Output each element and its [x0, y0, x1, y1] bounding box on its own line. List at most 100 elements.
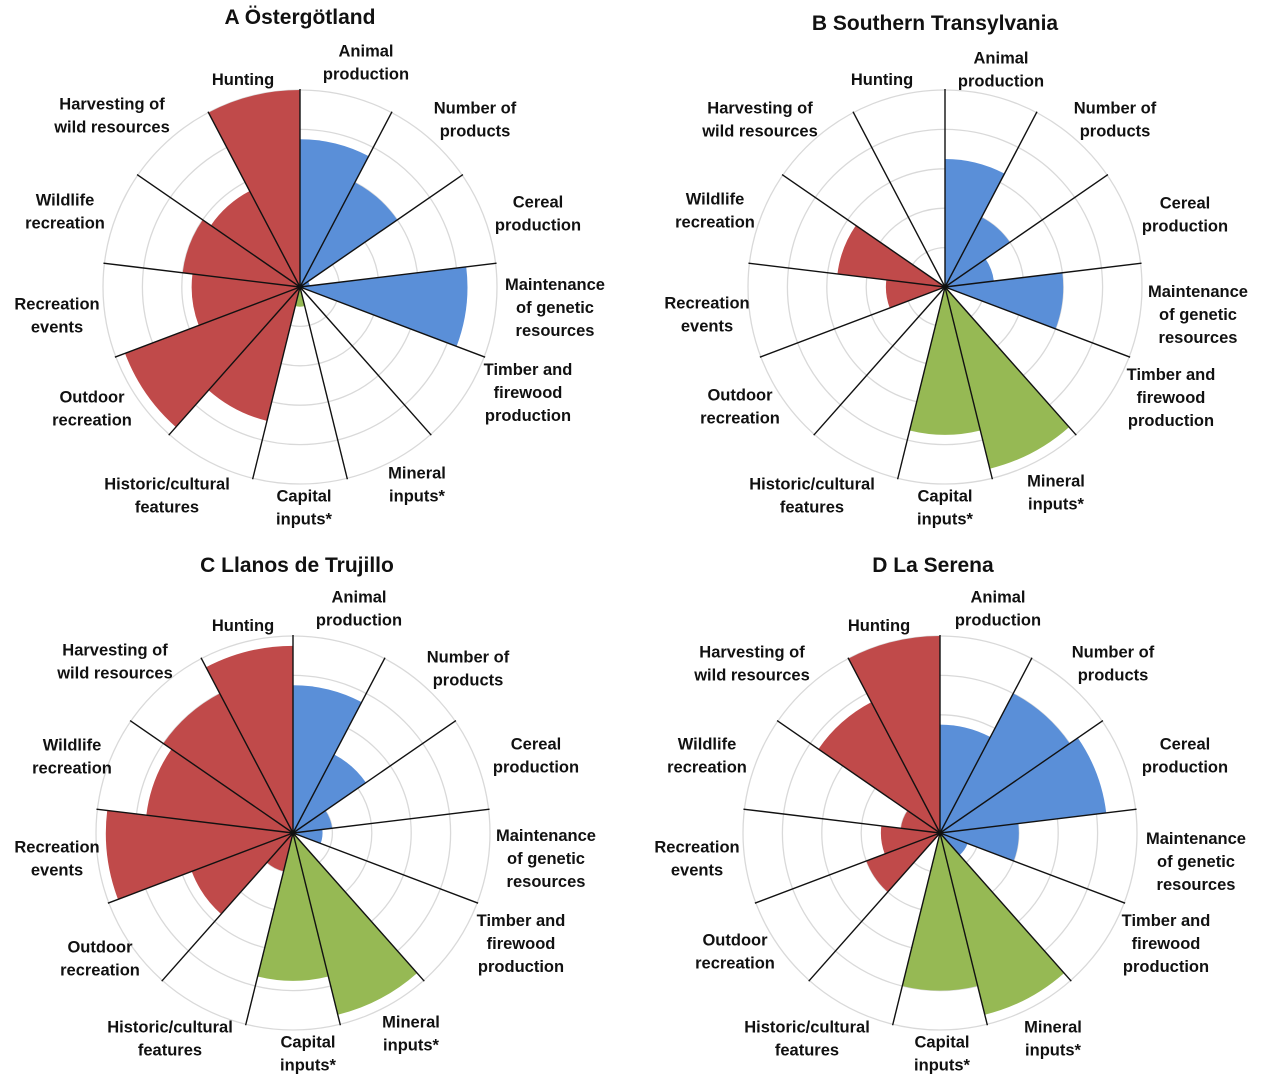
wedge-animal-production	[300, 139, 369, 287]
spoke	[808, 832, 941, 982]
category-label-outdoor-recreation: Outdoor recreation	[700, 387, 780, 428]
category-label-hunting: Hunting	[212, 617, 274, 635]
category-label-mineral-inputs: Mineral inputs*	[382, 1014, 440, 1055]
spoke	[200, 657, 294, 834]
category-label-outdoor-recreation: Outdoor recreation	[60, 939, 140, 980]
spoke	[299, 286, 349, 480]
spoke	[103, 262, 301, 288]
wedge-hunting	[208, 90, 300, 287]
category-label-animal-production: Animal production	[316, 589, 402, 630]
spoke	[759, 286, 946, 358]
spoke	[299, 173, 464, 288]
wedge-cereal-production	[293, 810, 333, 833]
category-label-timber-and-firewood-production: Timber and firewood production	[1122, 912, 1211, 976]
category-label-recreation-events: Recreation events	[664, 295, 749, 336]
category-label-capital-inputs: Capital inputs*	[276, 488, 332, 529]
spoke	[207, 111, 301, 288]
spoke	[299, 286, 432, 436]
polar-chart-c: C Llanos de Trujillo Animal production Numb…	[14, 554, 596, 1075]
spoke	[96, 808, 294, 834]
spoke	[852, 111, 946, 288]
wedge-capital-inputs	[909, 287, 981, 435]
spoke	[944, 286, 1131, 358]
wedge-recreation-events	[885, 279, 945, 308]
panel-title: B Southern Transylvania	[812, 12, 1059, 35]
category-label-recreation-events: Recreation events	[14, 839, 99, 880]
spoke	[944, 111, 1038, 288]
wedge-capital-inputs	[295, 287, 305, 307]
spoke	[292, 657, 386, 834]
wedge-number-of-products	[940, 693, 1070, 833]
category-label-mineral-inputs: Mineral inputs*	[1024, 1019, 1082, 1060]
wedge-capital-inputs	[902, 833, 978, 991]
wedge-maintenance-of-genetic-resources	[300, 266, 468, 347]
spoke	[292, 832, 425, 982]
category-label-animal-production: Animal production	[958, 50, 1044, 91]
category-label-historic-cultural-features: Historic/cultural features	[107, 1019, 233, 1060]
category-label-number-of-products: Number of products	[1072, 644, 1155, 685]
category-label-wildlife-recreation: Wildlife recreation	[32, 737, 112, 778]
spoke	[251, 286, 301, 480]
category-label-maintenance-of-genetic-resources: Maintenance of genetic resources	[1146, 830, 1246, 894]
category-label-outdoor-recreation: Outdoor recreation	[52, 389, 132, 430]
wedge-number-of-products	[945, 217, 1010, 287]
polar-chart-b: B Southern Transylvania Animal production N…	[664, 12, 1248, 529]
wedge-outdoor-recreation	[191, 833, 293, 915]
spoke	[891, 832, 941, 1026]
spoke	[813, 286, 946, 436]
wedge-animal-production	[940, 724, 991, 833]
category-label-hunting: Hunting	[851, 71, 913, 89]
category-label-maintenance-of-genetic-resources: Maintenance of genetic resources	[1148, 283, 1248, 347]
category-label-cereal-production: Cereal production	[1142, 195, 1228, 236]
category-label-harvesting-of-wild-resources: Harvesting of wild resources	[701, 100, 818, 141]
wedge-historic-cultural-features	[266, 833, 293, 872]
category-label-recreation-events: Recreation events	[14, 296, 99, 337]
wedge-hunting	[206, 645, 293, 833]
category-label-historic-cultural-features: Historic/cultural features	[744, 1019, 870, 1060]
wedge-historic-cultural-features	[208, 287, 300, 421]
spoke	[896, 286, 946, 480]
wedge-outdoor-recreation	[125, 287, 300, 428]
spoke	[292, 832, 479, 904]
category-label-timber-and-firewood-production: Timber and firewood production	[1127, 366, 1216, 430]
spoke	[944, 286, 1077, 436]
spoke	[129, 719, 294, 834]
wedge-outdoor-recreation	[866, 833, 940, 892]
category-label-mineral-inputs: Mineral inputs*	[1027, 473, 1085, 514]
spoke	[114, 286, 301, 358]
category-label-cereal-production: Cereal production	[495, 194, 581, 235]
spoke	[743, 808, 941, 834]
spoke	[292, 808, 490, 834]
spoke	[939, 657, 1033, 834]
spoke	[939, 832, 1126, 904]
wedge-number-of-products	[293, 754, 366, 833]
polar-chart-d: D La Serena Animal production Number of prod…	[654, 554, 1246, 1075]
wedge-maintenance-of-genetic-resources	[293, 829, 323, 844]
category-label-capital-inputs: Capital inputs*	[917, 488, 973, 529]
wedge-mineral-inputs	[945, 287, 1070, 469]
wedge-mineral-inputs	[940, 833, 1065, 1015]
spoke	[847, 657, 941, 834]
category-label-hunting: Hunting	[212, 71, 274, 89]
wedge-animal-production	[945, 158, 1005, 287]
category-label-hunting: Hunting	[848, 617, 910, 635]
category-label-number-of-products: Number of products	[427, 649, 510, 690]
category-label-timber-and-firewood-production: Timber and firewood production	[477, 912, 566, 976]
wedge-number-of-products	[300, 182, 398, 287]
wedge-wildlife-recreation	[182, 219, 300, 287]
spoke	[292, 719, 457, 834]
spoke	[754, 832, 941, 904]
category-label-harvesting-of-wild-resources: Harvesting of wild resources	[693, 644, 810, 685]
wedge-harvesting-of-wild-resources	[818, 702, 940, 833]
category-label-maintenance-of-genetic-resources: Maintenance of genetic resources	[505, 276, 605, 340]
category-label-cereal-production: Cereal production	[493, 736, 579, 777]
wedge-hunting	[848, 636, 940, 833]
wedge-cereal-production	[945, 259, 994, 287]
category-label-animal-production: Animal production	[323, 43, 409, 84]
wedge-mineral-inputs	[293, 833, 418, 1015]
category-label-outdoor-recreation: Outdoor recreation	[695, 932, 775, 973]
spoke	[944, 286, 994, 480]
category-label-historic-cultural-features: Historic/cultural features	[104, 476, 230, 517]
spoke	[161, 832, 294, 982]
